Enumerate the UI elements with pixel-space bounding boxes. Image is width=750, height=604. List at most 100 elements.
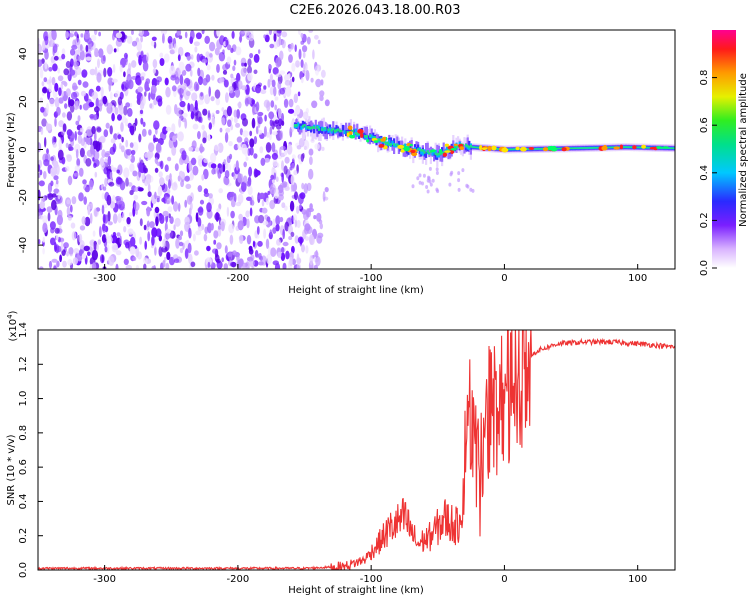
- band-cell: [346, 131, 349, 134]
- band-cell: [325, 130, 328, 140]
- noise-speckle: [143, 165, 147, 174]
- noise-speckle: [185, 183, 192, 190]
- band-cell: [404, 148, 407, 158]
- noise-speckle: [275, 57, 281, 68]
- tail-speckle: [435, 171, 439, 175]
- noise-speckle: [132, 170, 138, 177]
- noise-speckle: [245, 210, 250, 218]
- noise-speckle: [253, 69, 258, 75]
- band-hotspot: [491, 145, 497, 151]
- band-cell: [452, 140, 455, 150]
- noise-speckle: [287, 43, 292, 53]
- noise-speckle: [204, 94, 211, 105]
- noise-speckle: [171, 145, 177, 156]
- band-cell: [373, 136, 376, 139]
- noise-speckle: [249, 146, 254, 156]
- noise-speckle: [281, 202, 286, 209]
- noise-speckle: [230, 124, 234, 131]
- band-cell: [412, 149, 415, 164]
- noise-speckle: [269, 43, 275, 49]
- noise-speckle: [67, 175, 73, 186]
- band-cell: [369, 134, 372, 137]
- noise-speckle: [272, 218, 276, 229]
- band-cell: [321, 121, 324, 131]
- band-cell: [618, 146, 621, 148]
- spectrogram-y-tick-label: 20: [18, 95, 29, 108]
- noise-speckle: [201, 174, 205, 181]
- noise-speckle: [179, 170, 184, 177]
- noise-speckle: [166, 200, 170, 205]
- noise-speckle: [315, 78, 322, 88]
- noise-speckle: [313, 264, 318, 269]
- noise-speckle: [38, 215, 44, 220]
- noise-speckle: [39, 97, 43, 103]
- snr-multiplier-base: (x10: [8, 319, 19, 342]
- noise-speckle: [79, 167, 84, 177]
- noise-speckle: [108, 255, 115, 266]
- noise-speckle: [164, 164, 169, 172]
- noise-speckle: [211, 74, 215, 81]
- noise-speckle: [91, 262, 97, 269]
- noise-speckle: [308, 148, 314, 156]
- noise-speckle: [138, 54, 143, 66]
- noise-speckle: [208, 122, 212, 130]
- noise-speckle: [147, 231, 151, 242]
- band-cell: [364, 135, 367, 138]
- snr-y-tick-label: 0.2: [18, 528, 29, 544]
- noise-speckle: [274, 119, 280, 125]
- noise-speckle: [271, 79, 276, 88]
- noise-speckle: [178, 61, 185, 73]
- noise-speckle: [58, 120, 64, 128]
- noise-speckle: [216, 30, 220, 37]
- noise-speckle: [279, 50, 284, 61]
- noise-speckle: [192, 233, 196, 242]
- band-cell: [357, 133, 360, 139]
- band-hotspot: [380, 138, 386, 142]
- noise-speckle: [55, 179, 59, 185]
- noise-speckle: [215, 110, 220, 114]
- noise-speckle: [120, 145, 125, 153]
- noise-speckle: [162, 238, 166, 249]
- noise-speckle: [293, 111, 297, 117]
- noise-speckle: [60, 241, 64, 252]
- band-cell: [306, 126, 309, 129]
- noise-speckle: [127, 107, 133, 117]
- noise-speckle: [125, 241, 130, 249]
- band-cell: [340, 129, 343, 133]
- noise-speckle: [121, 37, 124, 43]
- noise-speckle: [56, 106, 61, 116]
- tail-speckle: [457, 187, 461, 192]
- noise-speckle: [90, 34, 97, 42]
- band-cell: [421, 151, 424, 156]
- noise-speckle: [47, 193, 54, 201]
- band-cell: [335, 125, 338, 132]
- band-cell: [497, 148, 500, 150]
- noise-speckle: [155, 216, 159, 227]
- noise-speckle: [213, 230, 219, 239]
- noise-speckle: [209, 53, 213, 58]
- noise-speckle: [154, 206, 160, 214]
- noise-speckle: [127, 182, 133, 187]
- band-hotspot: [479, 145, 483, 151]
- noise-speckle: [301, 182, 305, 190]
- noise-speckle: [209, 41, 216, 52]
- noise-speckle: [300, 59, 304, 68]
- noise-speckle: [214, 212, 221, 221]
- band-cell: [329, 127, 332, 132]
- noise-speckle: [162, 260, 166, 268]
- noise-speckle: [283, 98, 289, 109]
- noise-speckle: [249, 197, 253, 206]
- noise-speckle: [310, 77, 314, 83]
- tail-speckle: [418, 173, 422, 178]
- band-cell: [434, 142, 437, 157]
- noise-speckle: [181, 150, 187, 161]
- noise-speckle: [253, 136, 258, 145]
- noise-speckle: [322, 191, 326, 202]
- band-cell: [580, 147, 583, 149]
- noise-speckle: [309, 255, 314, 266]
- noise-speckle: [197, 67, 201, 77]
- noise-speckle: [258, 261, 264, 266]
- noise-speckle: [111, 78, 118, 83]
- noise-speckle: [169, 216, 174, 225]
- band-cell: [639, 146, 642, 149]
